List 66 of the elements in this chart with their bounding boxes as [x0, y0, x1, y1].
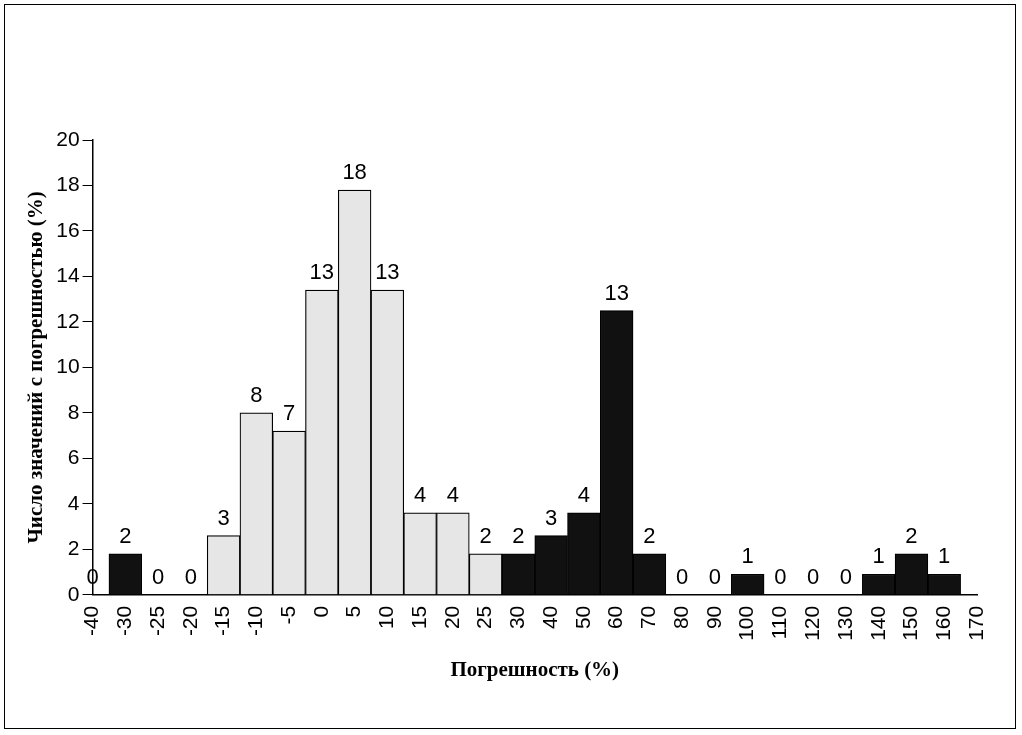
x-tick-label: 40	[537, 605, 561, 630]
x-tick-label: 0	[308, 605, 332, 618]
data-label: 2	[479, 522, 492, 548]
data-label: 7	[282, 400, 296, 426]
data-label: 0	[839, 563, 853, 589]
x-tick-label: 50	[570, 605, 594, 630]
data-label: 0	[774, 563, 787, 589]
x-tick-label: -40	[79, 605, 103, 637]
x-tick-label: 70	[636, 605, 660, 630]
data-label: 0	[708, 563, 722, 589]
data-label: 0	[676, 563, 689, 589]
x-tick-label: 120	[800, 605, 824, 641]
data-label: 0	[184, 563, 197, 589]
x-tick-label: 100	[734, 605, 758, 641]
x-tick-label: 20	[439, 605, 463, 630]
y-tick-label: 16	[56, 217, 80, 241]
x-axis-title: Погрешность (%)	[450, 656, 620, 681]
data-label: 2	[643, 522, 656, 548]
data-label: 18	[342, 159, 367, 185]
data-label: 3	[545, 504, 558, 530]
x-tick-label: 25	[472, 605, 496, 630]
x-tick-label: 110	[767, 605, 791, 640]
y-axis-title: Число значений с погрешностью (%)	[23, 191, 48, 544]
x-tick-label: 90	[701, 605, 725, 630]
data-label: 4	[446, 481, 460, 507]
x-tick-label: 60	[603, 605, 627, 630]
data-label: 1	[872, 543, 885, 569]
y-tick-label: 14	[56, 263, 80, 287]
x-tick-label: 15	[406, 605, 430, 630]
x-tick-label: -30	[112, 605, 136, 637]
data-label: 0	[807, 563, 820, 589]
data-label: 13	[604, 279, 629, 305]
x-tick-label: 5	[341, 605, 365, 618]
x-tick-label: -15	[210, 605, 234, 637]
y-tick-label: 6	[67, 445, 80, 469]
x-tick-label: 130	[832, 605, 856, 641]
data-label: 0	[151, 563, 165, 589]
x-tick-label: 160	[931, 605, 955, 641]
x-tick-label: 140	[865, 605, 889, 641]
data-label: 2	[119, 522, 132, 548]
x-tick-label: -5	[275, 605, 299, 625]
x-tick-label: 30	[505, 605, 529, 630]
x-tick-label: 10	[374, 605, 398, 630]
y-tick-label: 2	[67, 536, 80, 560]
x-tick-label: 80	[668, 605, 692, 630]
data-label: 1	[741, 543, 754, 569]
data-label: 2	[512, 522, 525, 548]
y-tick-label: 18	[56, 172, 80, 196]
x-tick-label: 150	[898, 605, 922, 641]
y-tick-label: 10	[56, 354, 80, 378]
data-label: 3	[217, 504, 230, 530]
data-label: 1	[938, 543, 951, 569]
data-label: 13	[309, 259, 335, 285]
y-tick-label: 12	[56, 308, 80, 332]
data-label: 4	[577, 481, 591, 507]
data-label: 4	[414, 481, 427, 507]
data-label: 8	[250, 381, 263, 407]
x-tick-label: -20	[177, 605, 201, 637]
x-tick-label: -25	[144, 605, 168, 637]
data-label: 2	[905, 522, 918, 548]
y-tick-label: 20	[56, 126, 80, 150]
y-tick-label: 4	[67, 490, 80, 514]
x-tick-label: 170	[963, 605, 987, 641]
y-tick-label: 8	[67, 399, 80, 423]
data-label: 13	[375, 259, 400, 285]
x-tick-label: -10	[243, 605, 267, 637]
